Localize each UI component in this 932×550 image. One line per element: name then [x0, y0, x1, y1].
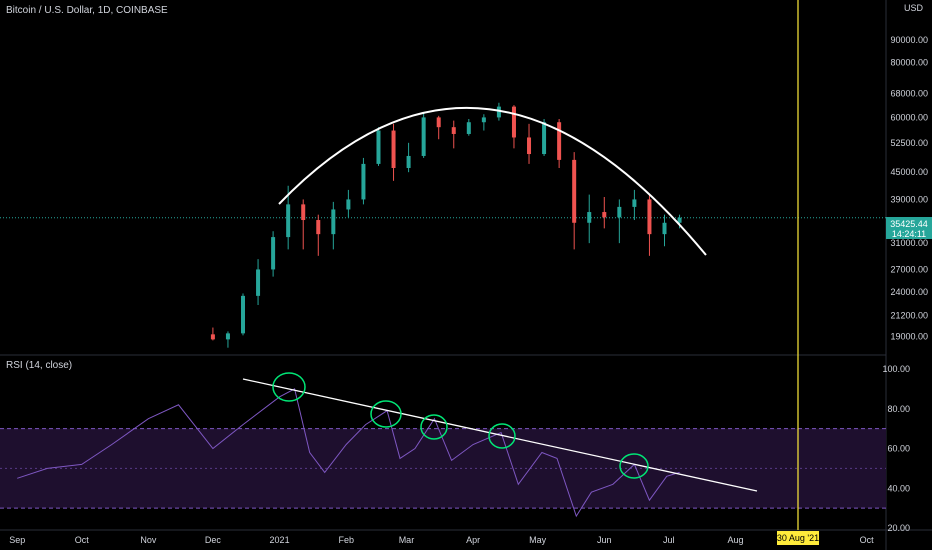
price-tick-label: 39000.00 — [890, 194, 928, 204]
price-tick-label: 52500.00 — [890, 138, 928, 148]
price-tick-label: 68000.00 — [890, 89, 928, 99]
rsi-circle-2[interactable] — [370, 400, 402, 428]
rsi-trend-line[interactable] — [242, 378, 758, 492]
price-tick-label: 60000.00 — [890, 112, 928, 122]
price-tick-label: 19000.00 — [890, 331, 928, 341]
time-tick-label: Aug — [727, 535, 743, 545]
candle-body — [241, 295, 246, 334]
candle-body — [647, 199, 652, 235]
time-axis[interactable]: Sep Oct Nov Dec 2021 Feb Mar Apr May Jun Jul Aug Oct — [9, 535, 874, 545]
candle-body — [391, 130, 396, 168]
time-tick-label: Nov — [140, 535, 157, 545]
rsi-tick-label: 80.00 — [887, 404, 910, 414]
time-tick-label: Dec — [205, 535, 222, 545]
time-tick-label: May — [529, 535, 547, 545]
rsi-circle-3[interactable] — [420, 414, 448, 440]
candle-body — [286, 204, 291, 238]
candle-body — [331, 209, 336, 235]
candle-body — [617, 206, 622, 218]
price-tick-label: 24000.00 — [890, 287, 928, 297]
time-tick-label: 2021 — [270, 535, 290, 545]
candle-body — [511, 106, 516, 138]
price-tick-label: 27000.00 — [890, 264, 928, 274]
rsi-tick-label: 100.00 — [882, 364, 910, 374]
candle-body — [376, 130, 381, 164]
last-price-value: 35425.44 — [890, 219, 928, 229]
candle-body — [316, 220, 321, 235]
rsi-tick-label: 20.00 — [887, 523, 910, 533]
price-axis[interactable]: 90000.00 80000.00 68000.00 60000.00 52500.00… — [890, 35, 928, 341]
candle-body — [662, 222, 667, 235]
candle-body — [451, 127, 456, 134]
time-tick-label: Feb — [338, 535, 354, 545]
time-tick-label: Mar — [399, 535, 415, 545]
candle-body — [527, 137, 532, 155]
time-tick-label: Oct — [860, 535, 875, 545]
price-tick-label: 31000.00 — [890, 238, 928, 248]
time-tick-label: Apr — [466, 535, 480, 545]
candle-body — [542, 122, 547, 155]
symbol-legend[interactable]: Bitcoin / U.S. Dollar, 1D, COINBASE — [6, 5, 168, 16]
candle-body — [361, 163, 366, 200]
candles-layer — [210, 102, 682, 348]
time-tick-label: Sep — [9, 535, 25, 545]
rsi-band-fill — [0, 428, 886, 509]
price-tick-label: 21200.00 — [890, 310, 928, 320]
candle-body — [481, 117, 486, 123]
price-tick-label: 80000.00 — [890, 58, 928, 68]
rsi-axis[interactable]: 100.00 80.00 60.00 40.00 20.00 — [882, 364, 910, 533]
candle-body — [557, 122, 562, 160]
candle-body — [346, 199, 351, 210]
candle-body — [406, 155, 411, 168]
candle-body — [271, 237, 276, 270]
rsi-tick-label: 60.00 — [887, 444, 910, 454]
rsi-circle-1[interactable] — [272, 372, 306, 402]
rsi-circle-5[interactable] — [619, 453, 649, 479]
last-price-tag — [886, 217, 932, 239]
candle-body — [225, 333, 230, 340]
bar-countdown: 14:24:11 — [892, 229, 926, 239]
crosshair-time-tag — [777, 531, 819, 545]
price-tick-label: 90000.00 — [890, 35, 928, 45]
rsi-tick-label: 40.00 — [887, 483, 910, 493]
price-unit-label: USD — [904, 3, 924, 13]
candle-body — [256, 269, 261, 296]
candle-body — [602, 212, 607, 218]
candle-body — [436, 117, 441, 128]
rsi-circle-4[interactable] — [488, 423, 516, 449]
rsi-line — [17, 388, 680, 518]
candle-body — [421, 117, 426, 156]
time-tick-label: Jul — [663, 535, 675, 545]
candle-body — [466, 122, 471, 134]
candle-body — [210, 334, 215, 340]
candle-body — [301, 204, 306, 221]
candle-body — [587, 212, 592, 223]
rsi-legend[interactable]: RSI (14, close) — [6, 360, 73, 371]
candle-body — [496, 106, 501, 118]
price-tick-label: 45000.00 — [890, 167, 928, 177]
arc-drawing[interactable] — [278, 106, 707, 256]
crosshair-time-label: 30 Aug '21 — [777, 533, 819, 543]
candle-body — [572, 159, 577, 223]
time-tick-label: Jun — [597, 535, 612, 545]
candle-body — [677, 217, 682, 223]
candle-body — [632, 199, 637, 207]
time-tick-label: Oct — [75, 535, 90, 545]
